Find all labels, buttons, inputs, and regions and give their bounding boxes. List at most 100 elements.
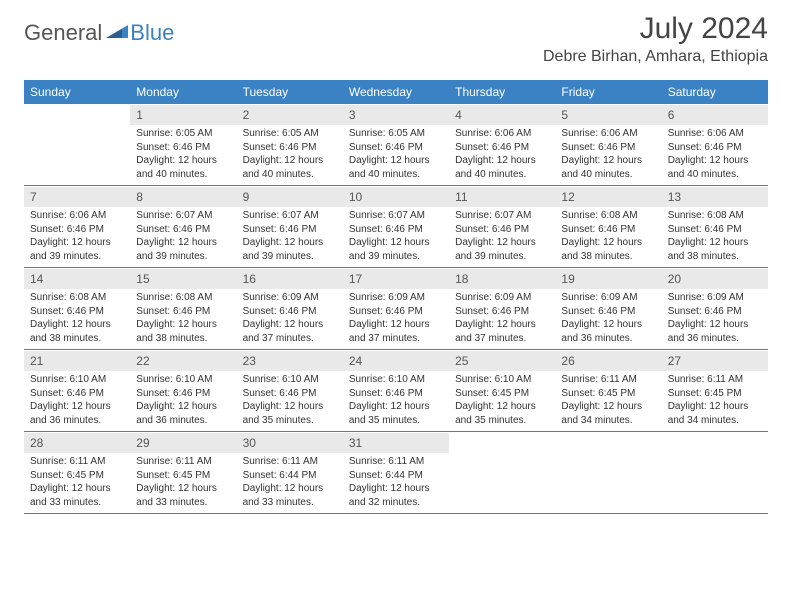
daylight-line: Daylight: 12 hours and 39 minutes. — [349, 236, 443, 263]
sunrise-line: Sunrise: 6:10 AM — [243, 373, 337, 387]
day-content-cell: Sunrise: 6:11 AMSunset: 6:44 PMDaylight:… — [237, 453, 343, 514]
day-content-cell: Sunrise: 6:11 AMSunset: 6:45 PMDaylight:… — [662, 371, 768, 432]
sunrise-line: Sunrise: 6:07 AM — [455, 209, 549, 223]
daylight-line: Daylight: 12 hours and 39 minutes. — [30, 236, 124, 263]
day-content-row: Sunrise: 6:05 AMSunset: 6:46 PMDaylight:… — [24, 125, 768, 186]
sunset-line: Sunset: 6:45 PM — [668, 387, 762, 401]
month-title: July 2024 — [543, 12, 768, 46]
daylight-line: Daylight: 12 hours and 40 minutes. — [349, 154, 443, 181]
day-content-cell: Sunrise: 6:07 AMSunset: 6:46 PMDaylight:… — [237, 207, 343, 268]
daylight-line: Daylight: 12 hours and 40 minutes. — [243, 154, 337, 181]
title-block: July 2024 Debre Birhan, Amhara, Ethiopia — [543, 12, 768, 66]
daylight-line: Daylight: 12 hours and 33 minutes. — [243, 482, 337, 509]
dayhead-sunday: Sunday — [24, 80, 130, 105]
brand-text-2: Blue — [130, 20, 174, 46]
daylight-line: Daylight: 12 hours and 40 minutes. — [455, 154, 549, 181]
day-content-row: Sunrise: 6:06 AMSunset: 6:46 PMDaylight:… — [24, 207, 768, 268]
day-number-cell: 19 — [555, 269, 661, 290]
daylight-line: Daylight: 12 hours and 36 minutes. — [561, 318, 655, 345]
day-number-cell — [555, 433, 661, 454]
day-content-cell: Sunrise: 6:07 AMSunset: 6:46 PMDaylight:… — [130, 207, 236, 268]
sunrise-line: Sunrise: 6:06 AM — [30, 209, 124, 223]
day-content-cell — [662, 453, 768, 514]
sunrise-line: Sunrise: 6:11 AM — [30, 455, 124, 469]
day-number-cell — [449, 433, 555, 454]
day-number-cell: 25 — [449, 351, 555, 372]
dayhead-tuesday: Tuesday — [237, 80, 343, 105]
day-content-cell: Sunrise: 6:07 AMSunset: 6:46 PMDaylight:… — [449, 207, 555, 268]
daylight-line: Daylight: 12 hours and 33 minutes. — [30, 482, 124, 509]
sunset-line: Sunset: 6:46 PM — [561, 223, 655, 237]
day-number-cell: 3 — [343, 105, 449, 126]
day-number-row: 78910111213 — [24, 187, 768, 208]
day-number-cell: 17 — [343, 269, 449, 290]
sunset-line: Sunset: 6:46 PM — [136, 141, 230, 155]
sunset-line: Sunset: 6:46 PM — [30, 223, 124, 237]
day-number-cell: 27 — [662, 351, 768, 372]
day-number-cell: 14 — [24, 269, 130, 290]
day-content-cell: Sunrise: 6:08 AMSunset: 6:46 PMDaylight:… — [555, 207, 661, 268]
day-number-cell: 23 — [237, 351, 343, 372]
daylight-line: Daylight: 12 hours and 39 minutes. — [243, 236, 337, 263]
daylight-line: Daylight: 12 hours and 34 minutes. — [561, 400, 655, 427]
sunrise-line: Sunrise: 6:06 AM — [668, 127, 762, 141]
separator-cell — [24, 514, 768, 515]
day-content-cell: Sunrise: 6:11 AMSunset: 6:44 PMDaylight:… — [343, 453, 449, 514]
day-number-cell — [662, 433, 768, 454]
sunset-line: Sunset: 6:46 PM — [668, 305, 762, 319]
daylight-line: Daylight: 12 hours and 38 minutes. — [136, 318, 230, 345]
dayhead-wednesday: Wednesday — [343, 80, 449, 105]
daylight-line: Daylight: 12 hours and 37 minutes. — [243, 318, 337, 345]
daylight-line: Daylight: 12 hours and 40 minutes. — [668, 154, 762, 181]
daylight-line: Daylight: 12 hours and 32 minutes. — [349, 482, 443, 509]
day-content-cell: Sunrise: 6:10 AMSunset: 6:46 PMDaylight:… — [130, 371, 236, 432]
sunset-line: Sunset: 6:46 PM — [243, 223, 337, 237]
day-number-cell: 7 — [24, 187, 130, 208]
sunrise-line: Sunrise: 6:08 AM — [668, 209, 762, 223]
day-content-cell: Sunrise: 6:09 AMSunset: 6:46 PMDaylight:… — [555, 289, 661, 350]
day-content-cell — [449, 453, 555, 514]
day-number-cell: 8 — [130, 187, 236, 208]
sunrise-line: Sunrise: 6:06 AM — [561, 127, 655, 141]
sunrise-line: Sunrise: 6:07 AM — [349, 209, 443, 223]
day-number-cell: 9 — [237, 187, 343, 208]
day-number-cell: 11 — [449, 187, 555, 208]
sunset-line: Sunset: 6:46 PM — [349, 387, 443, 401]
day-content-cell: Sunrise: 6:05 AMSunset: 6:46 PMDaylight:… — [130, 125, 236, 186]
day-content-cell — [555, 453, 661, 514]
day-number-cell: 4 — [449, 105, 555, 126]
sunset-line: Sunset: 6:46 PM — [455, 223, 549, 237]
sunset-line: Sunset: 6:44 PM — [243, 469, 337, 483]
day-content-cell: Sunrise: 6:10 AMSunset: 6:45 PMDaylight:… — [449, 371, 555, 432]
sunrise-line: Sunrise: 6:08 AM — [30, 291, 124, 305]
sunrise-line: Sunrise: 6:10 AM — [455, 373, 549, 387]
day-content-row: Sunrise: 6:10 AMSunset: 6:46 PMDaylight:… — [24, 371, 768, 432]
brand-triangle-icon — [106, 22, 128, 38]
day-content-cell: Sunrise: 6:06 AMSunset: 6:46 PMDaylight:… — [555, 125, 661, 186]
daylight-line: Daylight: 12 hours and 36 minutes. — [30, 400, 124, 427]
daylight-line: Daylight: 12 hours and 36 minutes. — [668, 318, 762, 345]
day-content-cell: Sunrise: 6:10 AMSunset: 6:46 PMDaylight:… — [237, 371, 343, 432]
day-content-cell: Sunrise: 6:08 AMSunset: 6:46 PMDaylight:… — [662, 207, 768, 268]
day-number-cell: 21 — [24, 351, 130, 372]
sunset-line: Sunset: 6:46 PM — [455, 305, 549, 319]
sunset-line: Sunset: 6:46 PM — [349, 223, 443, 237]
daylight-line: Daylight: 12 hours and 35 minutes. — [455, 400, 549, 427]
sunset-line: Sunset: 6:46 PM — [349, 305, 443, 319]
day-content-cell: Sunrise: 6:08 AMSunset: 6:46 PMDaylight:… — [130, 289, 236, 350]
day-content-cell: Sunrise: 6:10 AMSunset: 6:46 PMDaylight:… — [24, 371, 130, 432]
sunset-line: Sunset: 6:45 PM — [30, 469, 124, 483]
day-content-cell: Sunrise: 6:11 AMSunset: 6:45 PMDaylight:… — [555, 371, 661, 432]
sunset-line: Sunset: 6:46 PM — [136, 387, 230, 401]
daylight-line: Daylight: 12 hours and 35 minutes. — [349, 400, 443, 427]
day-number-cell: 30 — [237, 433, 343, 454]
daylight-line: Daylight: 12 hours and 40 minutes. — [561, 154, 655, 181]
day-content-cell: Sunrise: 6:09 AMSunset: 6:46 PMDaylight:… — [237, 289, 343, 350]
sunrise-line: Sunrise: 6:11 AM — [136, 455, 230, 469]
day-number-row: 123456 — [24, 105, 768, 126]
sunset-line: Sunset: 6:46 PM — [243, 387, 337, 401]
sunset-line: Sunset: 6:46 PM — [30, 305, 124, 319]
day-number-cell: 26 — [555, 351, 661, 372]
sunset-line: Sunset: 6:45 PM — [136, 469, 230, 483]
sunset-line: Sunset: 6:46 PM — [561, 141, 655, 155]
